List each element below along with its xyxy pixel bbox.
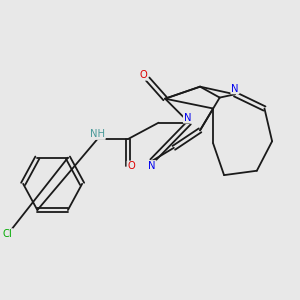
Text: N: N bbox=[231, 83, 239, 94]
Text: N: N bbox=[184, 113, 191, 123]
Text: N: N bbox=[148, 161, 156, 171]
Text: Cl: Cl bbox=[3, 229, 13, 239]
Text: O: O bbox=[140, 70, 147, 80]
Text: O: O bbox=[128, 161, 135, 171]
Text: NH: NH bbox=[90, 129, 105, 139]
